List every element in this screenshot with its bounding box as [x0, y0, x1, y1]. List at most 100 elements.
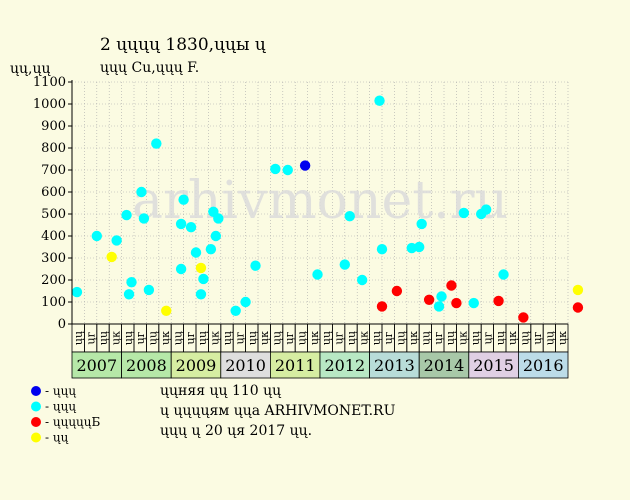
- legend-label: - ųų: [45, 431, 69, 445]
- data-point: [414, 241, 425, 253]
- x-year-band: 2007 2008 2009 2010 2011 2012 2013 2014 2015 2016: [71, 351, 569, 379]
- x-quarter-label: ųг: [333, 331, 346, 344]
- x-quarter-label: ųг: [233, 331, 246, 344]
- x-quarter-label: ųų: [122, 330, 135, 345]
- x-quarter-label: ųк: [258, 331, 271, 345]
- data-point: [175, 218, 187, 230]
- x-year-cell: [319, 351, 370, 379]
- legend-label: - ųųų: [45, 384, 76, 398]
- data-point: [344, 211, 355, 222]
- data-point: [458, 207, 470, 219]
- data-point: [190, 247, 202, 258]
- x-quarter-label: ųų: [271, 330, 284, 345]
- y-tick-label: 600: [41, 185, 66, 200]
- y-tick-label: 1100: [33, 75, 66, 90]
- y-axis-unit: ųų,ųų: [10, 61, 52, 77]
- x-year-cell: [170, 351, 222, 379]
- y-tick-label: 0: [58, 317, 66, 332]
- footer-line-3: ųųų ų 20 ųя 2017 ųų.: [160, 423, 312, 439]
- x-year-label: 2014: [424, 356, 465, 375]
- x-year-cell: [418, 351, 470, 379]
- x-quarter-label: ųų: [370, 330, 383, 345]
- legend-label: - ųųų: [45, 400, 76, 414]
- x-quarter-label: ųų: [395, 330, 408, 345]
- x-year-label: 2009: [176, 356, 217, 375]
- x-quarter-label: ųų: [419, 330, 432, 345]
- legend: - ųųų- ųųų- ųųųųųБ- ųų: [31, 384, 101, 445]
- x-year-cell: [518, 351, 569, 379]
- data-point: [205, 244, 217, 255]
- x-quarter-label: ųų: [97, 330, 110, 345]
- data-point: [91, 230, 103, 242]
- legend-marker: [31, 417, 41, 427]
- data-point: [433, 301, 445, 312]
- data-point: [299, 160, 311, 171]
- chart-points: [71, 95, 584, 323]
- x-year-label: 2010: [225, 356, 266, 375]
- x-quarter-label: ųк: [159, 331, 172, 345]
- legend-marker: [31, 386, 41, 396]
- data-point: [175, 263, 187, 275]
- x-year-cell: [71, 351, 122, 379]
- data-point: [138, 213, 150, 224]
- data-point: [136, 186, 147, 198]
- data-point: [376, 301, 388, 312]
- x-quarter-label: ųų: [221, 330, 234, 345]
- x-quarter-label: ųг: [85, 331, 98, 344]
- data-point: [123, 289, 135, 300]
- data-point: [498, 269, 509, 280]
- data-point: [71, 286, 83, 298]
- data-point: [198, 273, 209, 285]
- data-point: [356, 274, 368, 286]
- x-year-label: 2008: [126, 356, 167, 375]
- data-point: [282, 164, 293, 176]
- data-point: [106, 251, 117, 263]
- y-tick-label: 400: [41, 229, 66, 244]
- x-quarter-label: ųų: [246, 330, 259, 345]
- data-point: [121, 209, 132, 221]
- watermark: arhivmonet.ru: [132, 171, 508, 231]
- chart-title-line-1: 2 ųųųų 1830,ųųы ų: [100, 35, 266, 55]
- data-point: [151, 138, 162, 149]
- x-year-cell: [369, 351, 420, 379]
- data-point: [451, 297, 462, 309]
- y-tick-label: 900: [41, 119, 66, 134]
- data-point: [374, 95, 385, 106]
- x-quarter-label: ųų: [519, 330, 532, 345]
- y-tick-label: 1000: [33, 97, 66, 112]
- legend-marker: [31, 401, 41, 412]
- data-point: [213, 213, 224, 224]
- x-quarter-label: ųų: [345, 330, 358, 345]
- y-tick-label: 500: [41, 207, 66, 222]
- x-quarter-label: ųк: [506, 331, 519, 345]
- x-quarter-label: ųų: [543, 330, 556, 345]
- data-point: [480, 204, 492, 215]
- x-year-label: 2012: [324, 356, 365, 375]
- data-point: [126, 277, 137, 288]
- x-quarter-label: ųг: [531, 331, 544, 344]
- x-quarter-label: ųų: [494, 330, 507, 345]
- data-point: [572, 302, 584, 313]
- y-tick-label: 200: [41, 273, 66, 288]
- data-point: [436, 291, 447, 302]
- data-point: [468, 297, 479, 309]
- x-quarter-label: ųк: [556, 331, 569, 345]
- y-tick-label: 100: [41, 295, 66, 310]
- data-point: [339, 259, 350, 270]
- data-point: [446, 280, 457, 291]
- x-quarter-label: ųų: [196, 330, 209, 345]
- y-tick-label: 300: [41, 251, 66, 266]
- x-quarter-label: ųų: [444, 330, 457, 345]
- x-quarter-label: ųг: [184, 331, 197, 344]
- x-year-label: 2011: [275, 356, 316, 375]
- data-point: [195, 289, 207, 300]
- x-year-label: 2013: [374, 356, 415, 375]
- data-point: [210, 230, 222, 242]
- x-quarter-label: ųų: [72, 330, 85, 345]
- x-quarter-label: ųų: [171, 330, 184, 345]
- footer-line-1: ųųняя ųų 110 ųų: [160, 383, 282, 399]
- data-point: [240, 296, 251, 308]
- data-point: [572, 284, 584, 296]
- data-point: [391, 285, 403, 297]
